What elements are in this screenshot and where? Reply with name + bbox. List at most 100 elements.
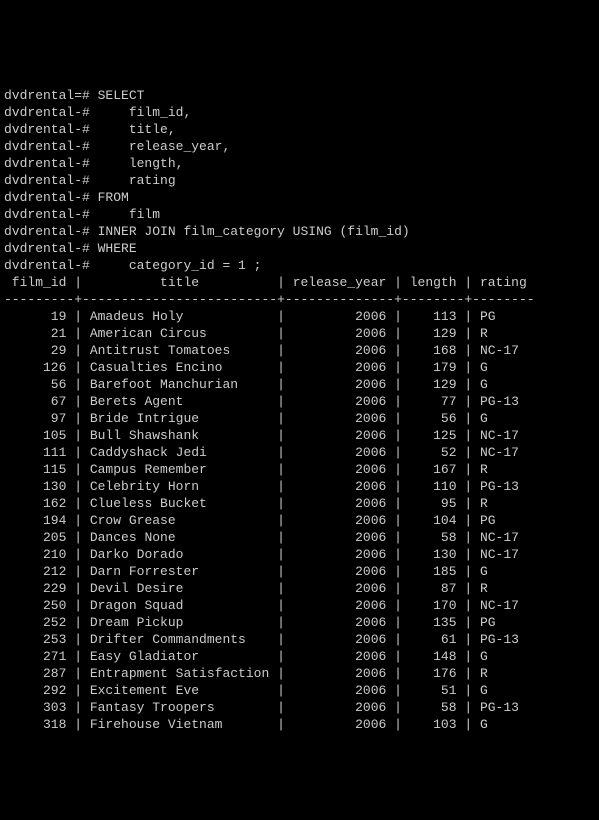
column-separator: |	[394, 377, 402, 392]
result-row: 115 | Campus Remember | 2006 | 167 | R	[4, 461, 595, 478]
column-separator: |	[394, 700, 402, 715]
column-separator: |	[74, 309, 82, 324]
result-cell: 2006	[285, 581, 394, 596]
result-row: 271 | Easy Gladiator | 2006 | 148 | G	[4, 648, 595, 665]
result-cell: G	[472, 360, 534, 375]
column-separator: |	[277, 428, 285, 443]
result-row: 105 | Bull Shawshank | 2006 | 125 | NC-1…	[4, 427, 595, 444]
result-cell: Entrapment Satisfaction	[82, 666, 277, 681]
result-cell: 2006	[285, 445, 394, 460]
column-separator: |	[394, 530, 402, 545]
column-separator: |	[394, 343, 402, 358]
result-cell: 194	[4, 513, 74, 528]
result-cell: Fantasy Troopers	[82, 700, 277, 715]
result-cell: 229	[4, 581, 74, 596]
psql-terminal[interactable]: dvdrental=# SELECTdvdrental-# film_id,dv…	[0, 85, 599, 735]
column-separator: |	[394, 632, 402, 647]
psql-prompt: dvdrental-#	[4, 173, 90, 188]
column-separator: |	[464, 428, 472, 443]
result-cell: 2006	[285, 496, 394, 511]
column-separator: |	[394, 717, 402, 732]
result-cell: 19	[4, 309, 74, 324]
column-separator: |	[277, 530, 285, 545]
query-text: SELECT	[90, 88, 145, 103]
psql-prompt: dvdrental-#	[4, 207, 90, 222]
column-separator: |	[464, 564, 472, 579]
column-separator: |	[277, 717, 285, 732]
result-cell: 129	[402, 377, 464, 392]
result-row: 205 | Dances None | 2006 | 58 | NC-17	[4, 529, 595, 546]
query-line: dvdrental-# length,	[4, 155, 595, 172]
query-line: dvdrental-# INNER JOIN film_category USI…	[4, 223, 595, 240]
column-separator: |	[394, 479, 402, 494]
result-cell: 2006	[285, 428, 394, 443]
column-separator: |	[464, 462, 472, 477]
result-cell: 2006	[285, 547, 394, 562]
result-cell: Antitrust Tomatoes	[82, 343, 277, 358]
result-cell: 162	[4, 496, 74, 511]
result-cell: R	[472, 326, 534, 341]
column-separator: |	[74, 547, 82, 562]
result-cell: Dances None	[82, 530, 277, 545]
column-separator: |	[464, 632, 472, 647]
result-cell: 52	[402, 445, 464, 460]
result-cell: PG-13	[472, 479, 534, 494]
query-line: dvdrental-# film	[4, 206, 595, 223]
column-separator: |	[74, 649, 82, 664]
result-cell: Devil Desire	[82, 581, 277, 596]
column-separator: |	[277, 683, 285, 698]
result-row: 292 | Excitement Eve | 2006 | 51 | G	[4, 682, 595, 699]
column-separator: |	[464, 445, 472, 460]
result-cell: American Circus	[82, 326, 277, 341]
result-row: 229 | Devil Desire | 2006 | 87 | R	[4, 580, 595, 597]
column-separator: |	[464, 547, 472, 562]
result-cell: 2006	[285, 632, 394, 647]
result-cell: R	[472, 666, 534, 681]
result-cell: 129	[402, 326, 464, 341]
result-cell: NC-17	[472, 428, 534, 443]
divider-cross: +	[464, 292, 472, 307]
result-cell: NC-17	[472, 547, 534, 562]
result-cell: 2006	[285, 360, 394, 375]
column-separator: |	[277, 275, 285, 290]
result-cell: 113	[402, 309, 464, 324]
column-separator: |	[277, 666, 285, 681]
column-header: rating	[472, 275, 534, 290]
column-separator: |	[394, 666, 402, 681]
query-line: dvdrental-# film_id,	[4, 104, 595, 121]
column-separator: |	[74, 496, 82, 511]
result-cell: 56	[4, 377, 74, 392]
result-cell: 51	[402, 683, 464, 698]
result-row: 212 | Darn Forrester | 2006 | 185 | G	[4, 563, 595, 580]
column-separator: |	[74, 683, 82, 698]
column-separator: |	[277, 615, 285, 630]
result-row: 162 | Clueless Bucket | 2006 | 95 | R	[4, 495, 595, 512]
result-row: 318 | Firehouse Vietnam | 2006 | 103 | G	[4, 716, 595, 733]
result-row: 252 | Dream Pickup | 2006 | 135 | PG	[4, 614, 595, 631]
query-text: release_year,	[90, 139, 230, 154]
result-cell: 2006	[285, 377, 394, 392]
column-separator: |	[74, 394, 82, 409]
column-separator: |	[394, 411, 402, 426]
result-cell: 77	[402, 394, 464, 409]
column-separator: |	[394, 649, 402, 664]
result-cell: 2006	[285, 666, 394, 681]
query-text: FROM	[90, 190, 129, 205]
column-separator: |	[394, 683, 402, 698]
result-cell: 271	[4, 649, 74, 664]
result-cell: PG-13	[472, 632, 534, 647]
column-separator: |	[74, 428, 82, 443]
result-cell: PG	[472, 309, 534, 324]
result-cell: G	[472, 564, 534, 579]
column-separator: |	[277, 496, 285, 511]
result-cell: 130	[402, 547, 464, 562]
divider-segment: -------------------------	[82, 292, 277, 307]
result-cell: 130	[4, 479, 74, 494]
result-cell: 58	[402, 700, 464, 715]
query-line: dvdrental-# WHERE	[4, 240, 595, 257]
column-separator: |	[277, 377, 285, 392]
result-cell: G	[472, 377, 534, 392]
psql-prompt: dvdrental-#	[4, 190, 90, 205]
result-cell: Campus Remember	[82, 462, 277, 477]
result-cell: 210	[4, 547, 74, 562]
